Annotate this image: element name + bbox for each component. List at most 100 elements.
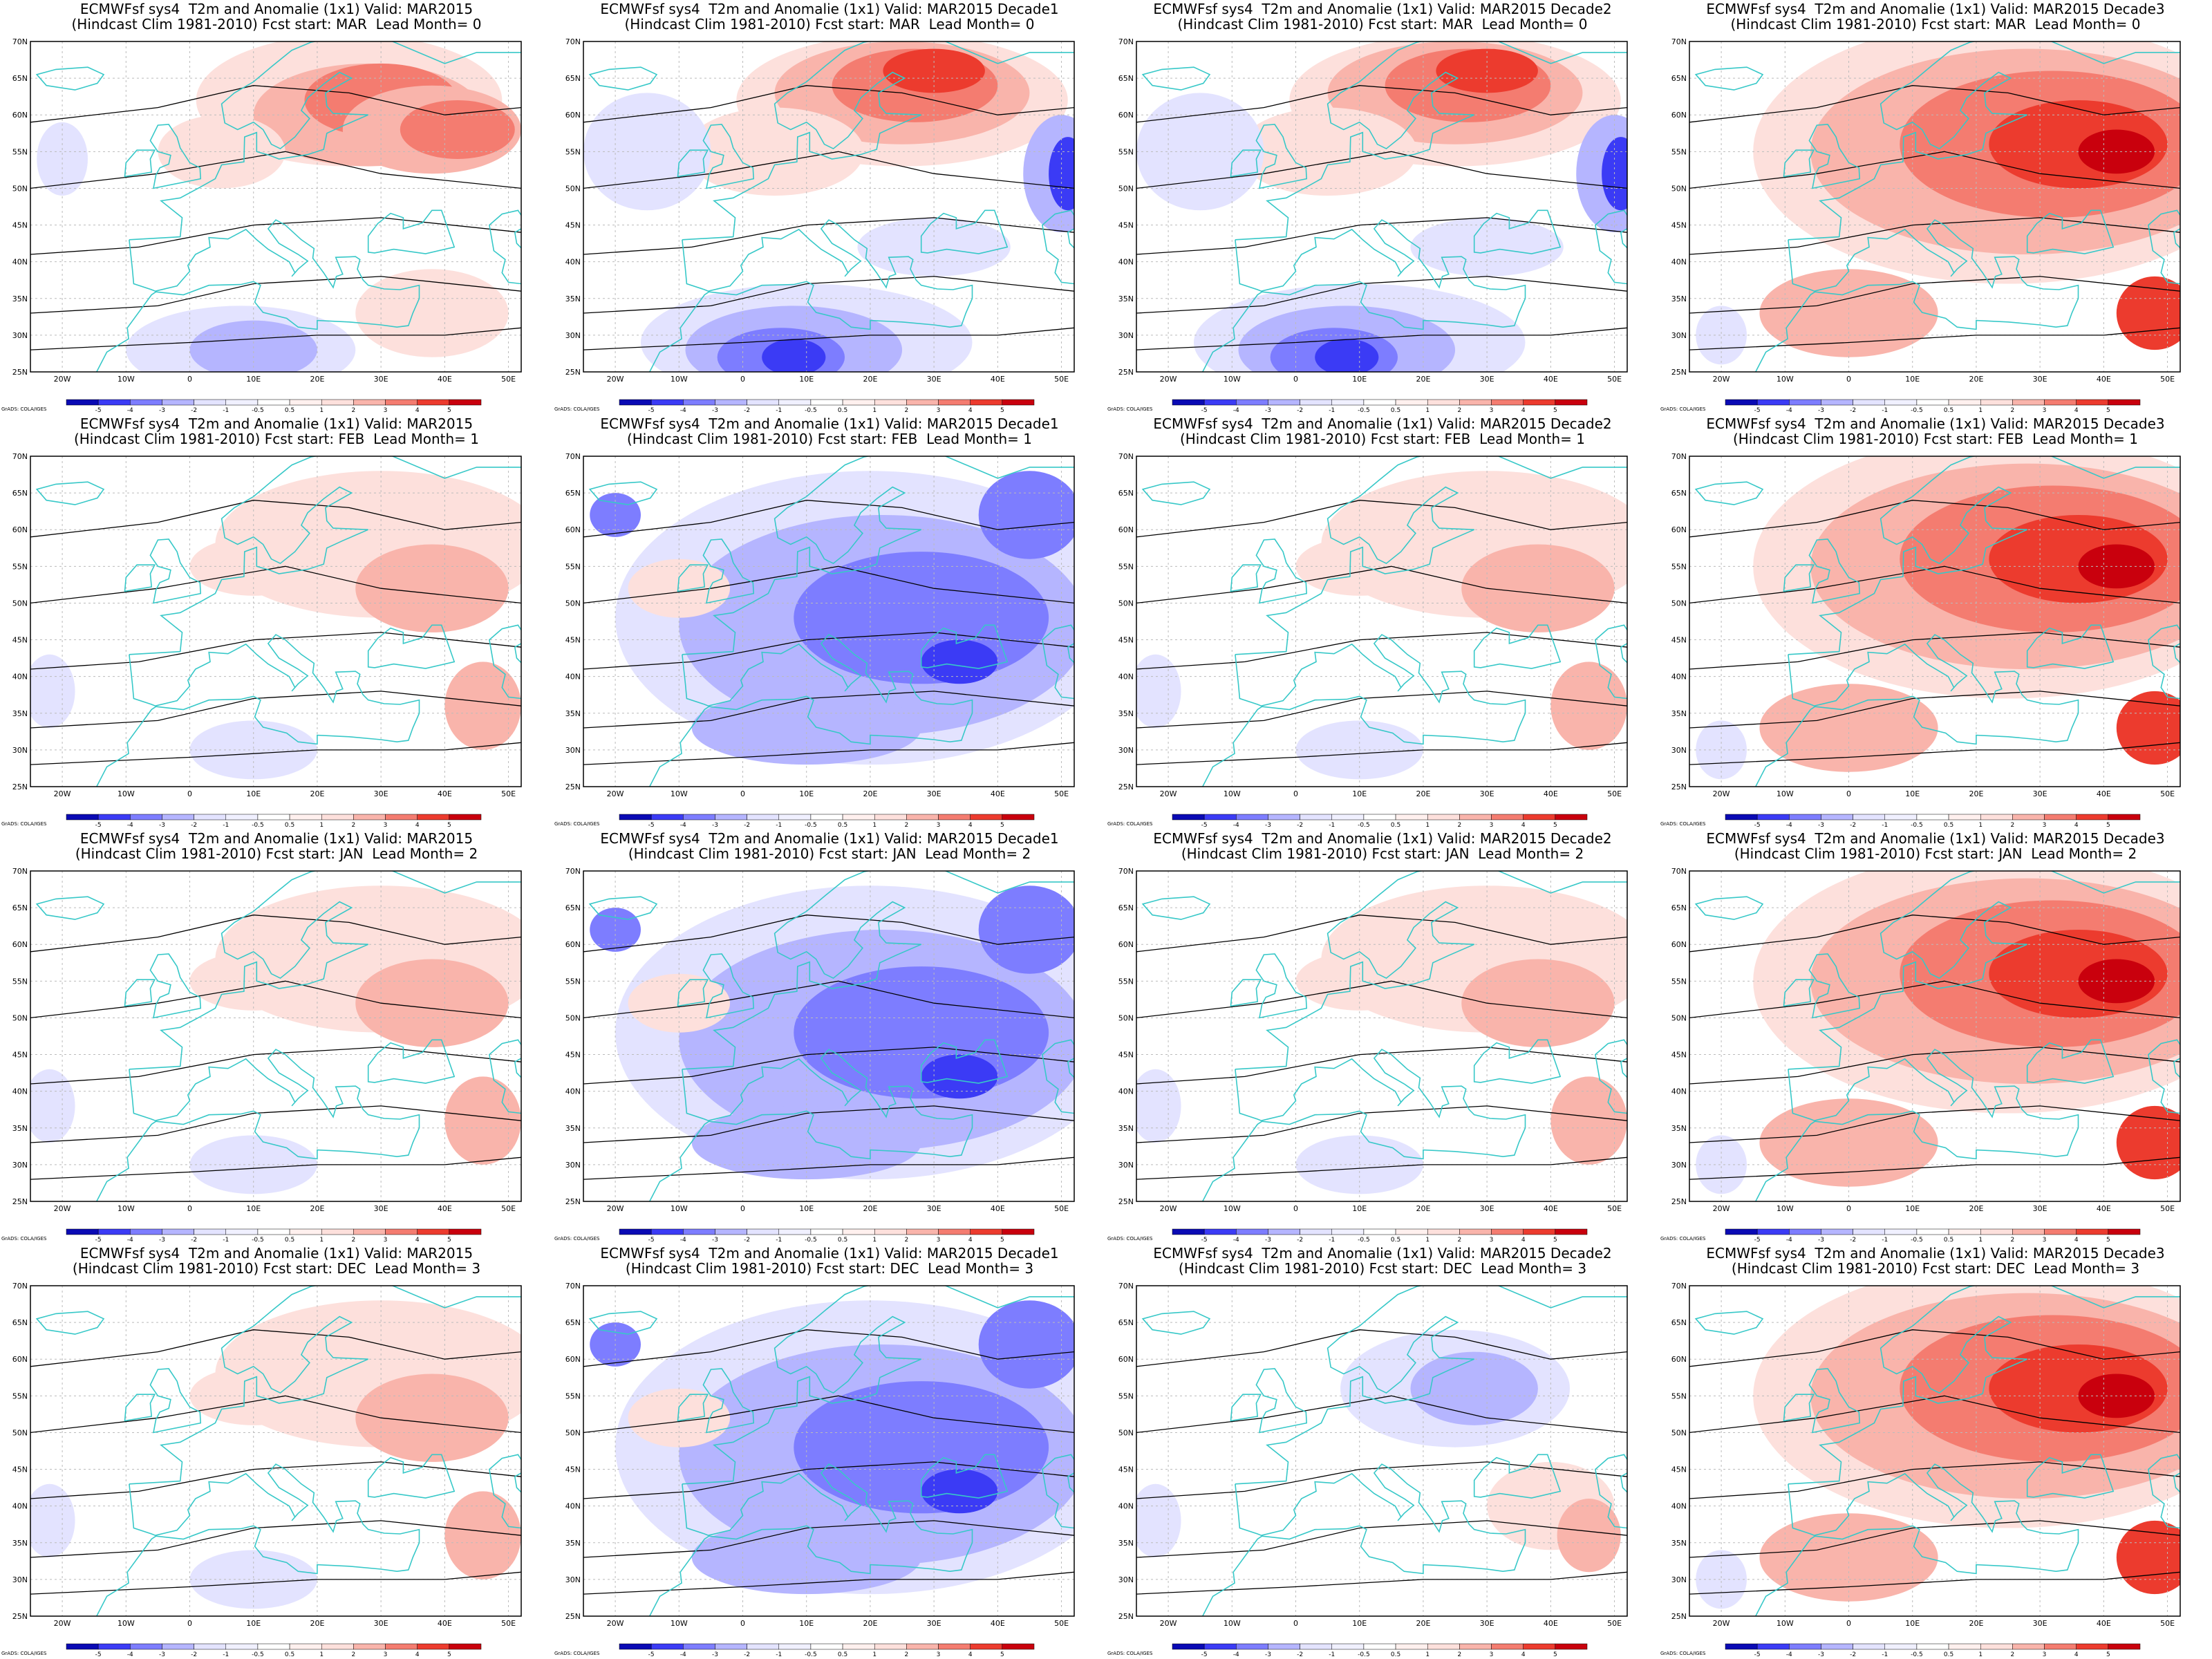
map-panel: ECMWFsf sys4 T2m and Anomalie (1x1) Vali… xyxy=(553,415,1106,830)
panel-subtitle: (Hindcast Clim 1981-2010) Fcst start: FE… xyxy=(626,431,1033,447)
contour-line xyxy=(30,151,521,189)
lat-label: 30N xyxy=(565,331,581,340)
coastline xyxy=(677,149,709,178)
lat-label: 30N xyxy=(12,1575,28,1584)
colorbar-swatch xyxy=(715,1643,747,1650)
colorbar-tick: -5 xyxy=(648,1651,655,1658)
grads-credit: GrADS: COLA/IGES xyxy=(554,1236,600,1241)
coastline xyxy=(702,538,755,604)
colorbar-tick: 4 xyxy=(415,1651,420,1658)
coastline xyxy=(124,1394,156,1422)
map-frame xyxy=(1689,870,2181,1202)
lon-label: 40E xyxy=(1544,789,1558,798)
colorbar-swatch xyxy=(130,1643,162,1650)
contour-line xyxy=(1689,1329,2180,1367)
contour-line xyxy=(1136,565,1627,604)
anomaly-patch xyxy=(1461,544,1615,632)
lon-label: 20W xyxy=(54,789,71,798)
anomaly-patch xyxy=(762,339,826,372)
colorbar-swatch xyxy=(1427,1643,1460,1650)
contour-line xyxy=(1689,742,2180,765)
colorbar-swatch xyxy=(353,814,386,821)
colorbar-swatch xyxy=(257,399,290,406)
colorbar-swatch xyxy=(2108,814,2141,821)
lon-label: 20W xyxy=(607,789,624,798)
lat-label: 70N xyxy=(1118,867,1134,876)
lon-label: 20W xyxy=(1160,375,1177,384)
lat-label: 35N xyxy=(565,1539,581,1548)
coastline xyxy=(1694,1311,1764,1335)
colorbar-tick: 2 xyxy=(1458,1237,1462,1243)
map-panel: ECMWFsf sys4 T2m and Anomalie (1x1) Vali… xyxy=(553,1244,1106,1659)
colorbar-tick: 1 xyxy=(1978,822,1983,828)
colorbar-tick: 5 xyxy=(2106,407,2110,413)
coastline xyxy=(1473,1454,1562,1499)
colorbar-tick: -4 xyxy=(1786,822,1792,828)
panel-subtitle: (Hindcast Clim 1981-2010) Fcst start: MA… xyxy=(624,16,1035,32)
lat-label: 55N xyxy=(565,147,581,156)
map-frame xyxy=(1689,456,2181,787)
coastline xyxy=(1595,1039,1627,1114)
lat-label: 35N xyxy=(1118,1124,1134,1133)
coastline xyxy=(1788,871,2180,1070)
lon-label: 10E xyxy=(1352,375,1367,384)
colorbar-swatch xyxy=(1555,1643,1588,1650)
colorbar-tick: -0.5 xyxy=(1358,1651,1370,1658)
colorbar-tick: -4 xyxy=(127,1237,133,1243)
colorbar-swatch xyxy=(1002,399,1035,406)
colorbar-tick: 4 xyxy=(1521,1237,1526,1243)
coastline xyxy=(1595,1454,1627,1529)
anomaly-map: 70N 65N 60N 55N 50N 45N 40N 35N 30N 25N 20W 10W 0 10E… xyxy=(1118,1282,1628,1628)
lat-label: 45N xyxy=(1118,636,1134,645)
contour-line xyxy=(583,500,1074,538)
lat-label: 25N xyxy=(1118,1612,1134,1621)
lon-label: 20E xyxy=(863,1619,877,1628)
colorbar-tick: 5 xyxy=(1000,822,1004,828)
colorbar-swatch xyxy=(194,814,227,821)
colorbar-swatch xyxy=(225,399,259,406)
colorbar-swatch xyxy=(2076,1643,2109,1650)
colorbar-swatch xyxy=(2012,1228,2045,1235)
colorbar-swatch xyxy=(683,1228,715,1235)
lat-label: 40N xyxy=(1118,1502,1134,1511)
colorbar-tick: 0.5 xyxy=(285,407,294,413)
anomaly-patch xyxy=(30,1069,75,1143)
colorbar-tick: -2 xyxy=(191,1237,197,1243)
lon-label: 20E xyxy=(863,789,877,798)
lon-label: 10W xyxy=(118,789,135,798)
colorbar-tick: 3 xyxy=(937,1651,941,1658)
coastline xyxy=(1230,149,1262,178)
colorbar-tick: -1 xyxy=(776,1237,782,1243)
contour-line xyxy=(30,980,521,1019)
lon-label: 10E xyxy=(1905,789,1920,798)
lat-label: 45N xyxy=(12,636,28,645)
colorbar-tick: -1 xyxy=(776,822,782,828)
contour-line xyxy=(1136,1156,1627,1180)
lon-label: 0 xyxy=(1846,375,1851,384)
map-frame xyxy=(30,1285,522,1617)
lat-label: 40N xyxy=(12,1087,28,1096)
panel-subtitle: (Hindcast Clim 1981-2010) Fcst start: MA… xyxy=(71,16,482,32)
colorbar-tick: -2 xyxy=(1850,1237,1856,1243)
colorbar-swatch xyxy=(1884,814,1918,821)
panel-subtitle: (Hindcast Clim 1981-2010) Fcst start: FE… xyxy=(73,431,480,447)
lon-label: 30E xyxy=(1480,1204,1494,1213)
map-panel: ECMWFsf sys4 T2m and Anomalie (1x1) Vali… xyxy=(1106,830,1659,1244)
panel-subtitle: (Hindcast Clim 1981-2010) Fcst start: JA… xyxy=(75,845,478,862)
anomaly-patch xyxy=(30,654,75,729)
lat-label: 45N xyxy=(565,1465,581,1474)
coastline xyxy=(1201,1049,1526,1201)
coastline xyxy=(129,871,521,1070)
colorbar-swatch xyxy=(194,399,227,406)
lon-label: 30E xyxy=(2033,1619,2047,1628)
anomaly-map: 70N 65N 60N 55N 50N 45N 40N 35N 30N 25N 20W 10W 0 10E… xyxy=(1671,867,2181,1213)
colorbar-tick: 3 xyxy=(937,407,941,413)
coastline xyxy=(1783,149,1815,178)
coastline xyxy=(95,1463,420,1616)
contour-line xyxy=(583,151,1074,189)
coastline xyxy=(588,1311,658,1335)
colorbar-swatch xyxy=(2044,814,2077,821)
contour-line xyxy=(1689,1520,2180,1558)
colorbar: GrADS: COLA/IGES -5 -4 -3 -2 -1 -0.5 0.5 1 2 3 4 5 xyxy=(554,814,1035,828)
lat-label: 35N xyxy=(1118,1539,1134,1548)
